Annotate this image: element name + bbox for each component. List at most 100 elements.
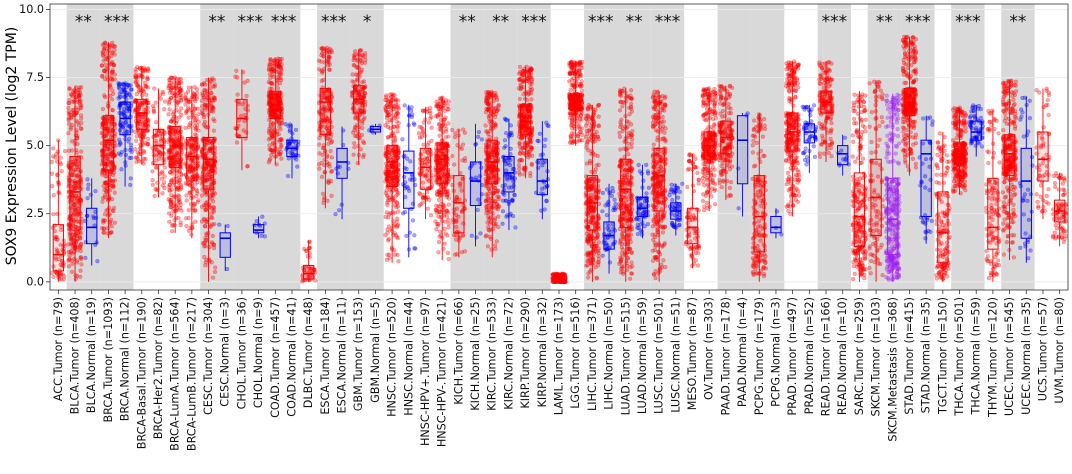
- point: [101, 53, 106, 59]
- point: [569, 65, 575, 70]
- shade-brca: [100, 4, 134, 290]
- point: [450, 154, 455, 159]
- point: [78, 235, 83, 240]
- point: [200, 111, 205, 116]
- point: [493, 124, 498, 129]
- point: [211, 95, 216, 100]
- shade-lusc: [650, 4, 685, 290]
- point: [78, 274, 83, 279]
- point: [212, 82, 217, 87]
- point: [443, 231, 448, 236]
- point: [562, 273, 567, 278]
- point: [267, 72, 272, 77]
- point: [69, 139, 75, 144]
- point: [68, 127, 73, 132]
- point: [267, 131, 272, 136]
- point: [487, 100, 492, 105]
- point: [186, 228, 192, 233]
- point: [387, 118, 393, 123]
- point: [350, 72, 355, 77]
- point: [211, 117, 216, 122]
- point: [260, 214, 265, 219]
- point: [51, 154, 56, 159]
- point: [53, 155, 58, 160]
- point: [478, 231, 483, 236]
- point: [78, 255, 83, 260]
- point: [359, 48, 364, 53]
- point: [322, 157, 327, 162]
- point: [530, 87, 535, 92]
- point: [393, 97, 398, 102]
- point: [69, 269, 75, 275]
- point: [101, 47, 106, 52]
- point: [277, 76, 282, 81]
- point: [78, 103, 83, 108]
- point: [184, 111, 189, 116]
- point: [445, 193, 450, 198]
- point: [85, 196, 90, 201]
- point: [437, 229, 443, 234]
- point: [327, 67, 332, 72]
- point: [67, 253, 72, 258]
- point: [142, 150, 147, 155]
- point: [72, 113, 77, 118]
- point: [178, 95, 184, 100]
- point: [112, 220, 117, 225]
- point: [58, 242, 63, 247]
- point: [167, 182, 172, 188]
- point: [486, 96, 491, 101]
- point: [524, 153, 529, 158]
- point: [79, 116, 84, 121]
- point: [437, 210, 442, 215]
- point: [550, 272, 555, 277]
- point: [285, 173, 291, 179]
- point: [193, 207, 198, 213]
- point: [568, 134, 573, 140]
- point: [77, 90, 83, 95]
- point: [209, 108, 214, 113]
- point: [69, 258, 75, 263]
- point: [79, 126, 84, 131]
- point: [503, 198, 508, 203]
- point: [490, 227, 496, 232]
- point: [192, 85, 197, 90]
- point: [58, 277, 63, 282]
- point: [77, 98, 82, 104]
- point: [235, 92, 240, 97]
- point: [489, 206, 494, 211]
- point: [483, 123, 488, 128]
- point: [144, 83, 149, 89]
- point: [184, 193, 189, 198]
- point: [102, 93, 107, 98]
- point: [421, 108, 426, 113]
- point: [446, 202, 451, 207]
- point: [108, 170, 114, 175]
- shade-pcpg: [750, 4, 785, 290]
- point: [67, 86, 72, 92]
- point: [242, 80, 247, 85]
- point: [439, 201, 444, 206]
- point: [443, 123, 448, 128]
- point: [58, 155, 63, 160]
- point: [328, 149, 333, 154]
- point: [203, 207, 208, 212]
- point: [153, 100, 158, 105]
- point: [277, 81, 283, 86]
- point: [133, 147, 138, 152]
- point: [74, 164, 80, 169]
- point: [78, 268, 83, 273]
- point: [293, 127, 299, 133]
- point: [321, 145, 326, 150]
- point: [279, 156, 284, 161]
- point: [529, 97, 534, 102]
- point: [134, 138, 139, 143]
- point: [184, 198, 189, 203]
- point: [129, 149, 134, 154]
- point: [86, 182, 91, 187]
- point: [383, 214, 388, 219]
- point: [73, 180, 78, 185]
- jitter-layer: [49, 34, 1068, 284]
- point: [142, 129, 148, 134]
- point: [101, 226, 106, 232]
- point: [360, 121, 365, 126]
